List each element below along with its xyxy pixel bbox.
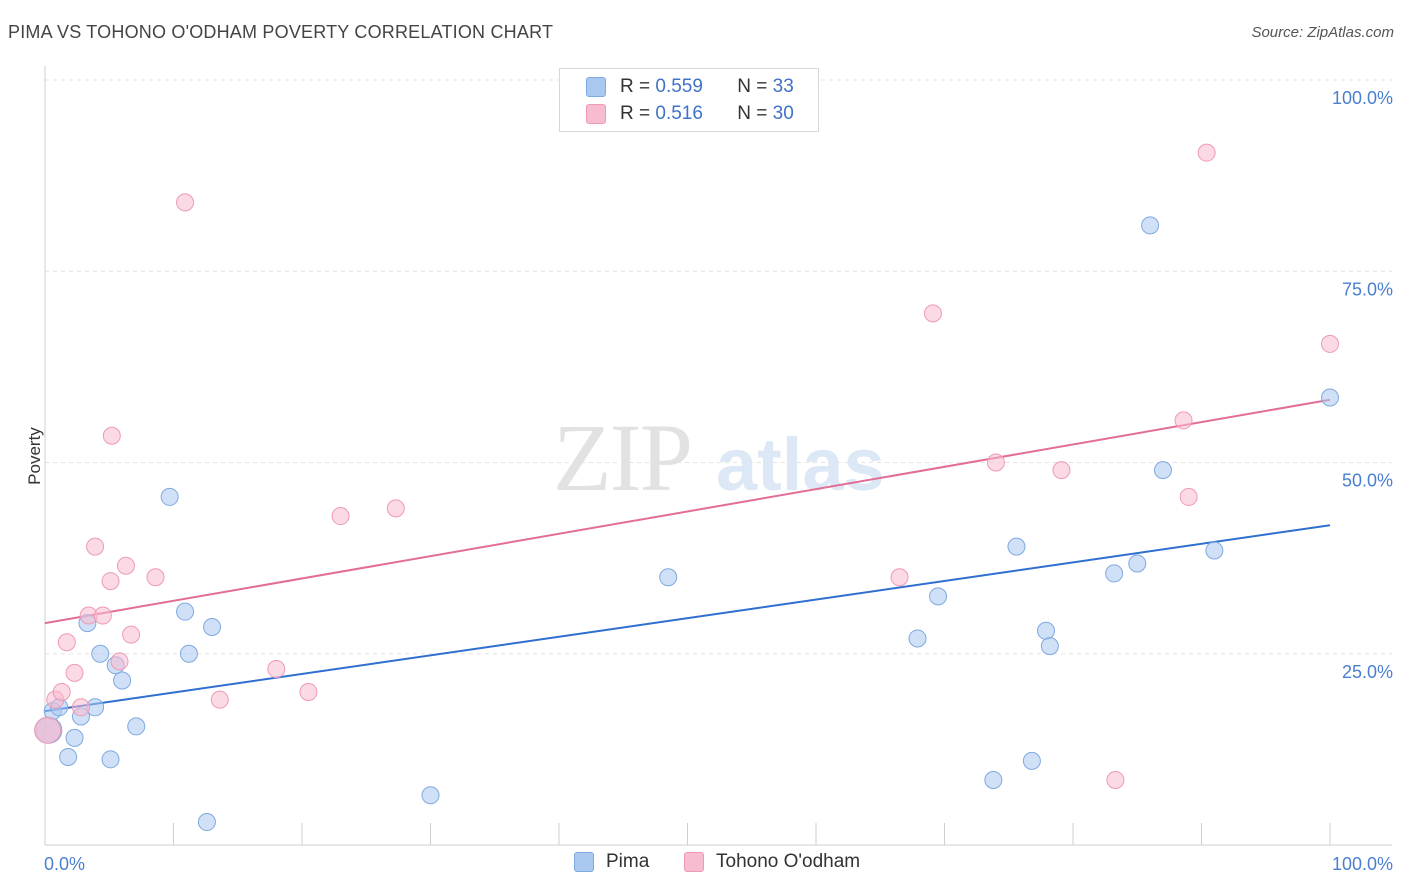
pima-point — [659, 568, 678, 587]
y-tick-label: 100.0% — [1332, 88, 1393, 108]
watermark-zip: ZIP — [553, 404, 691, 511]
pima-point — [113, 671, 132, 690]
tohono-swatch — [586, 104, 606, 124]
x-tick-label: 0.0% — [44, 854, 85, 874]
pima-point — [421, 786, 440, 805]
legend-item-pima[interactable]: Pima — [574, 851, 649, 873]
pima-point — [65, 728, 84, 747]
watermark: ZIP atlas — [553, 404, 885, 511]
pima-point — [179, 644, 198, 663]
pima-point — [160, 487, 179, 506]
tohono-point — [93, 606, 112, 625]
tohono-point — [116, 556, 135, 575]
tohono-point — [146, 568, 165, 587]
tohono-point — [386, 499, 405, 518]
pima-point — [1040, 637, 1059, 656]
pima-point — [203, 617, 222, 636]
tohono-point — [86, 537, 105, 556]
gridlines — [45, 79, 1392, 655]
tohono-point — [110, 652, 129, 671]
n-value: 33 — [772, 76, 794, 97]
tohono-point — [1179, 487, 1198, 506]
tohono-point — [923, 304, 942, 323]
r-value: 0.559 — [655, 76, 703, 97]
pima-point — [59, 748, 78, 767]
pima-point — [1105, 564, 1124, 583]
n-label: N = — [737, 76, 768, 97]
tohono-point — [101, 572, 120, 591]
chart-source: Source: ZipAtlas.com — [1251, 24, 1394, 41]
x-tick-labels: 0.0% 100.0% — [44, 854, 1393, 874]
pima-point — [929, 587, 948, 606]
tohono-legend-label: Tohono O'odham — [716, 851, 861, 872]
stats-legend: R = 0.559 N = 33 R = 0.516 N = 30 — [559, 68, 819, 132]
pima-point — [1037, 621, 1056, 640]
tohono-point — [1197, 143, 1216, 162]
n-label: N = — [737, 103, 768, 124]
y-tick-label: 25.0% — [1342, 662, 1393, 682]
legend-item-tohono[interactable]: Tohono O'odham — [684, 851, 860, 873]
trendline — [44, 524, 1331, 713]
pima-point — [1007, 537, 1026, 556]
pima-legend-swatch — [574, 852, 594, 872]
tohono-point — [65, 663, 84, 682]
legend-row-pima: R = 0.559 N = 33 — [586, 75, 794, 99]
pima-point — [1153, 461, 1172, 480]
y-tick-label: 75.0% — [1342, 279, 1393, 299]
trendlines — [44, 398, 1331, 713]
y-tick-labels: 25.0% 50.0% 75.0% 100.0% — [1332, 88, 1393, 682]
tohono-point — [176, 193, 195, 212]
tohono-legend-swatch — [684, 852, 704, 872]
tohono-point — [52, 683, 71, 701]
r-label: R = — [620, 103, 651, 124]
pima-point — [1321, 388, 1339, 407]
legend-row-tohono: R = 0.516 N = 30 — [586, 102, 794, 126]
r-label: R = — [620, 76, 651, 97]
tohono-point — [210, 690, 229, 709]
pima-point — [101, 750, 120, 769]
pima-point — [1022, 751, 1041, 770]
pima-legend-label: Pima — [606, 851, 650, 872]
data-points — [34, 143, 1339, 832]
tohono-point — [1052, 461, 1071, 480]
pima-point — [127, 717, 146, 736]
tohono-point — [331, 507, 350, 526]
chart-title: PIMA VS TOHONO O'ODHAM POVERTY CORRELATI… — [8, 22, 554, 42]
tohono-point — [34, 716, 62, 744]
pima-point — [1141, 216, 1160, 235]
pima-point — [197, 813, 216, 832]
y-tick-label: 50.0% — [1342, 471, 1393, 491]
tohono-point — [122, 625, 141, 644]
trendline — [44, 398, 1331, 625]
tohono-point — [1321, 334, 1339, 353]
pima-point — [1128, 554, 1147, 573]
tohono-point — [57, 633, 76, 652]
x-tick-label: 100.0% — [1332, 854, 1393, 874]
pima-point — [908, 629, 927, 648]
watermark-atlas: atlas — [716, 423, 885, 506]
r-value: 0.516 — [655, 103, 703, 124]
tohono-point — [986, 453, 1005, 472]
tohono-point — [267, 660, 286, 679]
pima-swatch — [586, 77, 606, 97]
tohono-point — [102, 426, 121, 445]
pima-point — [91, 644, 110, 663]
axes — [44, 66, 1392, 846]
n-value: 30 — [772, 103, 794, 124]
pima-point — [984, 770, 1003, 789]
tohono-point — [1106, 770, 1125, 789]
pima-point — [1205, 541, 1224, 560]
pima-point — [176, 602, 195, 621]
tohono-point — [71, 698, 90, 717]
tohono-point — [890, 568, 909, 587]
tohono-point — [299, 683, 318, 701]
tohono-point — [1174, 411, 1193, 430]
